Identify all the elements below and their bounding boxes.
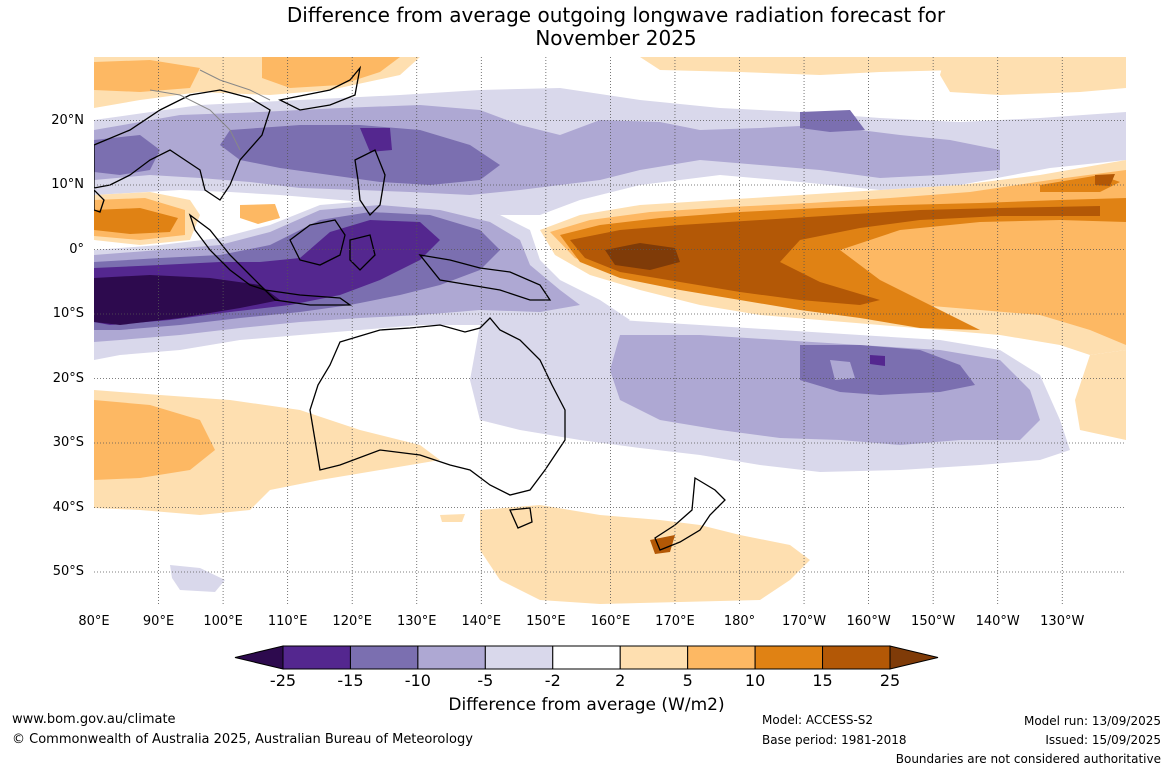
colorbar-swatch [349, 645, 419, 670]
model-name: Model: ACCESS-S2 [762, 713, 874, 727]
anomaly-patch [240, 204, 280, 224]
longitude-label: 150°W [911, 614, 956, 629]
sumatra-coastline [188, 213, 266, 291]
anomaly-patch [94, 275, 280, 325]
longitude-label: 170°E [655, 614, 695, 629]
model-run-date: Model run: 13/09/2025 [1023, 714, 1161, 728]
anomaly-patch [1075, 350, 1126, 440]
colorbar-swatch [619, 645, 689, 670]
website-link[interactable]: www.bom.gov.au/climate [12, 712, 176, 727]
title-line-2: November 2025 [535, 26, 697, 50]
anomaly-patch [94, 60, 200, 92]
borneo-coastline [289, 219, 346, 266]
anomaly-patch [262, 57, 400, 88]
longitude-label: 110°E [267, 614, 308, 629]
issued-date: Issued: 15/09/2025 [1045, 733, 1161, 747]
colorbar-tick-label: -10 [404, 671, 431, 690]
colorbar-swatch [822, 645, 891, 670]
anomaly-patch [94, 208, 178, 234]
australia-coastline [309, 317, 566, 496]
colorbar-swatch [484, 645, 554, 670]
longitude-label: 90°E [142, 614, 175, 629]
new-guinea-coastline [418, 254, 552, 301]
colorbar-swatch [552, 645, 621, 670]
colorbar-tick-label: -15 [337, 671, 364, 690]
coastlines [94, 65, 726, 551]
colorbar-arrow-high [889, 645, 939, 670]
anomaly-patch [870, 355, 885, 366]
copyright-text: © Commonwealth of Australia 2025, Austra… [12, 732, 473, 747]
anomaly-patch [830, 360, 855, 380]
anomaly-patch [440, 514, 465, 522]
longitude-label: 150°E [526, 614, 566, 629]
anomaly-patch [220, 125, 500, 185]
anomaly-patch [360, 128, 392, 152]
longitude-label: 180° [723, 614, 756, 629]
anomaly-patch [170, 565, 225, 592]
east-asia-coastline [278, 65, 362, 111]
anomaly-patch [800, 110, 865, 132]
colorbar-swatch [282, 645, 351, 670]
longitude-label: 160°W [846, 614, 891, 629]
longitude-label: 120°E [332, 614, 372, 629]
boundaries-disclaimer: Boundaries are not considered authoritat… [895, 752, 1161, 766]
colorbar-tick-label: -25 [269, 671, 297, 690]
latitude-label: 20°N [51, 112, 84, 128]
olr-anomaly-field [94, 57, 1126, 604]
longitude-label: 170°W [781, 614, 827, 629]
southeast-asia-coastline [94, 89, 271, 201]
tasmania-coastline [509, 507, 533, 529]
new-zealand-coastline [654, 476, 726, 551]
longitude-label: 140°W [975, 614, 1020, 629]
colorbar-arrow-low [234, 645, 284, 670]
latitude-label: 0° [69, 241, 84, 257]
colorbar-tick-label: 5 [682, 671, 693, 690]
chart-title: Difference from average outgoing longwav… [0, 4, 1173, 50]
colorbar-tick-label: 10 [744, 671, 766, 690]
philippines-coastline [354, 149, 386, 217]
sulawesi-coastline [349, 234, 376, 271]
longitude-label: 160°E [590, 614, 631, 629]
colorbar-tick-label: 25 [879, 671, 901, 690]
anomaly-patch [1095, 174, 1115, 186]
base-period: Base period: 1981-2018 [762, 733, 907, 747]
latitude-label: 10°N [51, 177, 84, 192]
colorbar-swatch [754, 645, 824, 670]
colorbar-tick-label: 15 [812, 671, 833, 690]
latitude-label: 40°S [52, 499, 84, 515]
colorbar-swatch [417, 645, 486, 670]
anomaly-patch [480, 505, 810, 604]
longitude-label: 140°E [461, 614, 502, 629]
colorbar-title: Difference from average (W/m2) [448, 695, 725, 715]
longitude-label: 100°E [203, 614, 243, 629]
sri-lanka-coastline [94, 189, 105, 213]
latitude-label: 30°S [52, 435, 84, 450]
anomaly-patch [570, 206, 1100, 305]
latitude-label: 20°S [52, 370, 84, 386]
country-borders [149, 69, 271, 151]
java-coastline [263, 289, 353, 306]
anomaly-patch [640, 57, 1000, 75]
anomaly-patch [800, 345, 975, 395]
longitude-label: 130°E [396, 614, 437, 629]
longitude-label: 80°E [78, 614, 110, 629]
longitude-label: 130°W [1040, 614, 1085, 629]
anomaly-patch [940, 57, 1126, 95]
colorbar-tick-label: 2 [615, 671, 626, 690]
colorbar-tick-label: -2 [544, 671, 561, 690]
graticule [94, 57, 1126, 604]
latitude-label: 50°S [52, 564, 84, 579]
latitude-label: 10°S [52, 306, 84, 321]
anomaly-patch [94, 400, 215, 480]
title-line-1: Difference from average outgoing longwav… [286, 3, 946, 27]
colorbar-tick-label: -5 [477, 671, 494, 690]
colorbar-swatch [687, 645, 756, 670]
